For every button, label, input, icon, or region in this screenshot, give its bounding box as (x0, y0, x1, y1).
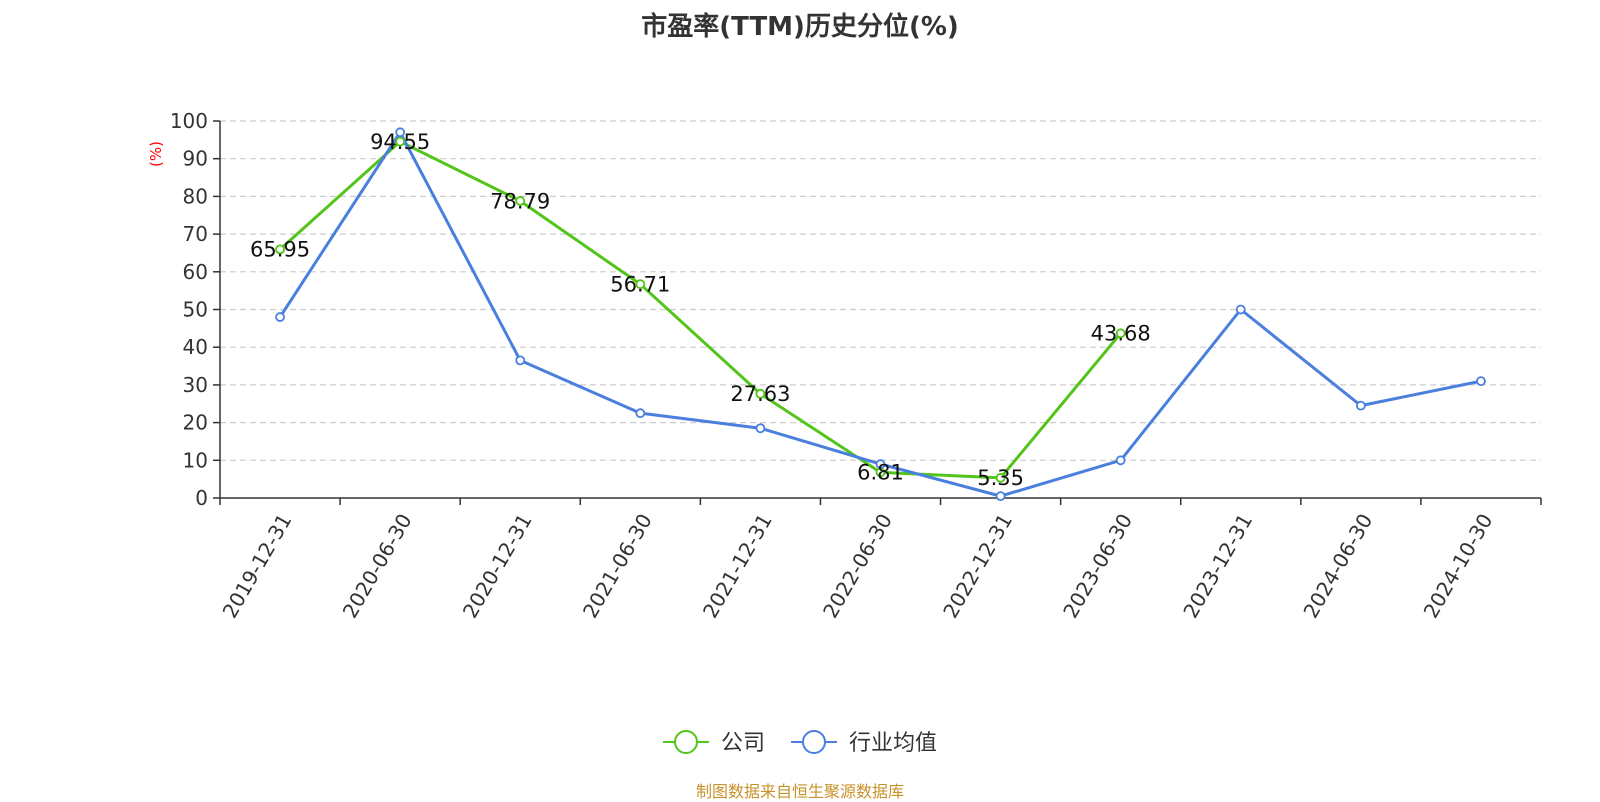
legend-item-0: 公司 (663, 730, 765, 756)
data-point (515, 355, 526, 366)
series-line-0 (279, 140, 1122, 480)
legend-marker (802, 730, 826, 754)
data-label: 27.63 (730, 382, 790, 406)
legend-marker (674, 730, 698, 754)
data-point (875, 459, 886, 469)
source-note: 制图数据来自恒生聚源数据库 (695, 782, 904, 801)
data-point (1115, 455, 1126, 466)
data-label: 65.95 (250, 238, 310, 262)
y-tick-label: 10 (183, 448, 208, 472)
data-point (755, 388, 766, 399)
y-tick-label: 50 (183, 298, 208, 322)
y-tick-label: 100 (170, 109, 208, 133)
grid-lines (220, 120, 1541, 461)
data-point (995, 491, 1006, 502)
chart-title: 市盈率(TTM)历史分位(%) (641, 12, 959, 42)
axes: 0 10 20 30 40 50 60 70 80 90 100 2019-12-31 2020-06-… (170, 109, 1542, 623)
y-tick-label: 40 (183, 335, 208, 359)
x-tick-label: 2023-06-30 (1058, 510, 1137, 623)
series-points (275, 127, 1486, 502)
x-tick-label: 2023-12-31 (1178, 510, 1257, 623)
y-tick-label: 30 (183, 373, 208, 397)
data-point (275, 312, 285, 322)
y-tick-label: 0 (195, 486, 208, 510)
x-tick-label: 2024-06-30 (1298, 510, 1377, 623)
legend-item-1: 行业均值 (791, 730, 937, 756)
y-tick-label: 70 (183, 222, 208, 246)
data-label: 78.79 (490, 189, 550, 213)
legend-label: 公司 (721, 731, 765, 756)
data-point (755, 423, 766, 434)
x-tick-label: 2019-12-31 (218, 510, 297, 623)
data-point (1115, 328, 1126, 339)
data-point (635, 279, 646, 290)
data-point (995, 472, 1006, 483)
x-tick-label: 2022-06-30 (818, 510, 897, 623)
y-tick-label: 90 (183, 147, 208, 171)
data-point (1476, 376, 1486, 387)
y-tick-label: 60 (183, 260, 208, 284)
series-line-1 (278, 130, 1482, 498)
data-labels: 65.95 94.55 78.79 56.71 27.63 6.81 5.35 43.68 (250, 130, 1151, 490)
data-point (515, 196, 526, 206)
data-point (1355, 400, 1366, 411)
x-tick-label: 2020-06-30 (338, 510, 417, 623)
legend-label: 行业均值 (849, 731, 937, 756)
data-point (275, 244, 285, 255)
x-tick-label: 2022-12-31 (938, 509, 1017, 622)
data-label: 94.55 (370, 130, 430, 154)
data-label: 56.71 (610, 273, 670, 297)
data-label: 43.68 (1091, 322, 1151, 346)
data-label: 6.81 (857, 461, 904, 485)
y-tick-label: 20 (183, 411, 208, 435)
data-point (1235, 304, 1246, 315)
y-axis-label: (%) (147, 141, 165, 167)
data-point (635, 408, 646, 419)
y-tick-label: 80 (183, 184, 208, 208)
data-label: 5.35 (977, 466, 1024, 490)
legend: 公司 行业均值 (663, 730, 937, 756)
x-tick-label: 2024-10-30 (1419, 510, 1498, 623)
series-lines (278, 130, 1482, 498)
x-tick-label: 2020-12-31 (458, 510, 537, 623)
x-tick-label: 2021-12-31 (698, 510, 777, 623)
x-tick-label: 2021-06-30 (578, 510, 657, 623)
data-point (395, 127, 406, 138)
data-point (395, 136, 406, 147)
